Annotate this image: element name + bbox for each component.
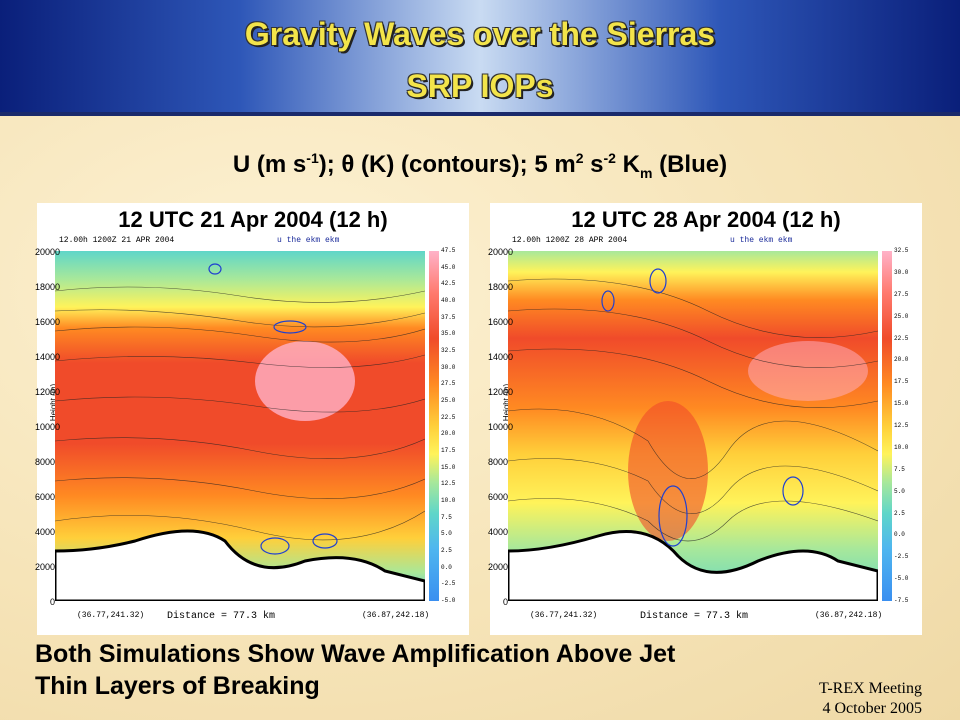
colorbar-right [882, 251, 892, 601]
panel-header-left: 12.00h 1200Z 28 APR 2004 [512, 236, 628, 245]
panel-header-fields: u the ekm ekm [277, 236, 340, 245]
wind-cross-section-right [508, 251, 878, 601]
colorbar-tick-label: 27.5 [441, 380, 456, 388]
colorbar-tick-label: 15.0 [441, 463, 456, 471]
y-tick-label: 0 [49, 597, 55, 607]
colorbar-tick-label: 20.0 [894, 356, 909, 364]
coord-right: (36.87,242.18) [815, 611, 883, 620]
title-band [0, 0, 960, 116]
colorbar-tick-label: 25.0 [894, 312, 909, 320]
y-tick-label: 10000 [35, 422, 61, 432]
slide-title-line2: SRP IOPs [406, 68, 554, 104]
colorbar-tick-label: 22.5 [441, 413, 456, 421]
colorbar-tick-label: 7.5 [441, 513, 452, 521]
y-tick-label: 0 [502, 597, 508, 607]
colorbar-tick-label: 30.0 [894, 268, 909, 276]
colorbar-tick-label: -2.5 [894, 553, 909, 561]
colorbar-tick-label: -7.5 [894, 597, 909, 604]
colorbar-tick-label: 12.5 [894, 422, 909, 429]
colorbar-tick-label: 2.5 [441, 547, 452, 554]
colorbar-tick-label: 5.0 [894, 487, 905, 495]
y-tick-label: 2000 [488, 562, 509, 572]
wind-cross-section-left [55, 251, 425, 601]
colorbar-tick-label: 32.5 [441, 347, 456, 354]
y-tick-label: 18000 [488, 282, 514, 292]
y-tick-label: 18000 [35, 282, 61, 292]
distance-label: Distance = 77.3 km [167, 611, 276, 622]
colorbar-tick-label: 20.0 [441, 430, 456, 438]
y-tick-label: 6000 [35, 492, 56, 502]
colorbar-tick-label: 40.0 [441, 297, 456, 304]
y-tick-label: 20000 [35, 247, 61, 257]
y-tick-label: 16000 [488, 317, 514, 327]
y-tick-label: 8000 [35, 457, 56, 467]
colorbar-tick-label: 17.5 [894, 378, 909, 386]
cross-section-panel-left: 12 UTC 21 Apr 2004 (12 h) 12.00h 1200Z 2… [35, 203, 469, 635]
colorbar-tick-label: 2.5 [894, 509, 905, 517]
slide-subtitle: U (m s-1); θ (K) (contours); 5 m2 s-2 Km… [232, 150, 728, 181]
y-tick-label: 16000 [35, 317, 61, 327]
panel-title: 12 UTC 28 Apr 2004 (12 h) [571, 207, 841, 232]
colorbar-tick-label: 25.0 [441, 397, 456, 404]
conclusion-line2: Thin Layers of Breaking [35, 672, 320, 700]
coord-right: (36.87,242.18) [362, 611, 430, 620]
conclusion-line1: Both Simulations Show Wave Amplification… [35, 640, 676, 668]
colorbar-tick-label: 10.0 [894, 443, 909, 451]
panel-header-fields: u the ekm ekm [730, 236, 793, 245]
footer-meeting: T-REX Meeting [819, 680, 922, 697]
panel-header-left: 12.00h 1200Z 21 APR 2004 [59, 236, 175, 245]
colorbar-tick-label: 27.5 [894, 290, 909, 298]
colorbar-tick-label: 42.5 [441, 280, 456, 288]
y-tick-label: 12000 [35, 387, 61, 397]
colorbar-tick-label: 7.5 [894, 465, 905, 473]
y-tick-label: 10000 [488, 422, 514, 432]
colorbar-tick-label: 45.0 [441, 263, 456, 271]
colorbar-tick-label: 35.0 [441, 330, 456, 338]
y-tick-label: 14000 [488, 352, 514, 362]
colorbar-tick-label: 32.5 [894, 247, 909, 254]
footer-date: 4 October 2005 [822, 700, 922, 717]
colorbar-tick-label: 22.5 [894, 334, 909, 342]
panel-title: 12 UTC 21 Apr 2004 (12 h) [118, 207, 388, 232]
colorbar-tick-label: 15.0 [894, 400, 909, 408]
colorbar-tick-label: -5.0 [441, 597, 456, 604]
colorbar-tick-label: 12.5 [441, 480, 456, 488]
colorbar-tick-label: 0.0 [894, 531, 905, 539]
colorbar-left [429, 251, 439, 601]
y-tick-label: 2000 [35, 562, 56, 572]
y-tick-label: 4000 [488, 527, 509, 537]
slide-title-line1: Gravity Waves over the Sierras [244, 16, 716, 52]
colorbar-tick-label: 0.0 [441, 563, 452, 571]
colorbar-tick-label: 30.0 [441, 363, 456, 371]
coord-left: (36.77,241.32) [77, 611, 145, 620]
y-tick-label: 4000 [35, 527, 56, 537]
coord-left: (36.77,241.32) [530, 611, 598, 620]
y-tick-label: 12000 [488, 387, 514, 397]
colorbar-tick-label: -2.5 [441, 580, 456, 588]
colorbar-tick-label: 5.0 [441, 530, 452, 538]
distance-label: Distance = 77.3 km [640, 611, 749, 622]
colorbar-tick-label: -5.0 [894, 575, 909, 583]
colorbar-tick-label: 37.5 [441, 313, 456, 321]
colorbar-tick-label: 17.5 [441, 447, 456, 454]
cross-section-panel-right: 12 UTC 28 Apr 2004 (12 h) 12.00h 1200Z 2… [488, 203, 922, 635]
y-tick-label: 8000 [488, 457, 509, 467]
y-tick-label: 20000 [488, 247, 514, 257]
y-tick-label: 14000 [35, 352, 61, 362]
colorbar-tick-label: 47.5 [441, 247, 456, 254]
y-tick-label: 6000 [488, 492, 509, 502]
colorbar-tick-label: 10.0 [441, 497, 456, 504]
